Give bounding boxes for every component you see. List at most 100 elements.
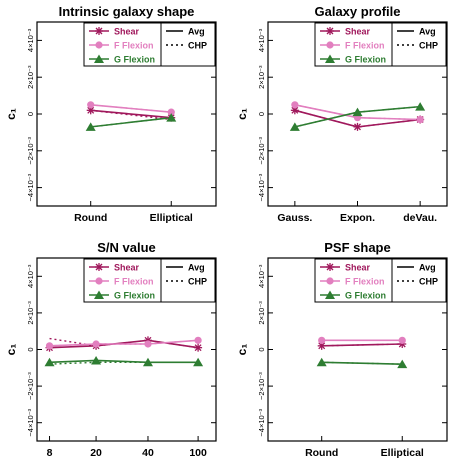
data-point-f-flexion [87, 101, 95, 109]
series-line-shear-avg [321, 343, 403, 347]
chart-title: Galaxy profile [315, 4, 401, 19]
legend: Shear F Flexion G Flexion Avg CHP [83, 22, 216, 67]
data-point-shear [353, 122, 362, 131]
x-tick-label: Gauss. [277, 212, 312, 224]
data-point-g-flexion [166, 113, 177, 122]
legend-style-label: Avg [419, 263, 436, 273]
legend-label: F Flexion [345, 41, 385, 51]
legend-label: F Flexion [114, 277, 154, 287]
y-tick-label: 2×10⁻³ [257, 65, 266, 89]
chart-panel: Intrinsic galaxy shape 4×10⁻³ 2×10⁻³ 0 −2×10… [4, 4, 217, 224]
data-point-f-flexion [291, 101, 299, 109]
data-point-g-flexion [85, 122, 96, 131]
y-tick-label: −2×10⁻³ [26, 372, 35, 400]
legend-marker-f-flexion [326, 41, 334, 49]
data-point-shear [194, 343, 203, 352]
x-tick-label: Round [305, 447, 338, 458]
series-line-g-flexion-avg [49, 359, 199, 364]
chart-title: Intrinsic galaxy shape [59, 4, 195, 19]
series-line-shear-avg [49, 339, 199, 349]
legend: Shear F Flexion G Flexion Avg CHP [83, 258, 216, 303]
data-point-g-flexion [352, 107, 363, 117]
y-tick-label: −2×10⁻³ [26, 136, 35, 164]
series-line-f-flexion-avg [90, 104, 172, 113]
data-point-g-flexion [415, 102, 426, 111]
y-axis-label: c₁ [235, 108, 249, 120]
legend-style-label: Avg [419, 27, 436, 37]
legend-label: Shear [345, 263, 371, 273]
y-tick-label: 0 [257, 112, 266, 116]
series-line-shear-chp [90, 109, 172, 121]
data-point-shear [290, 106, 299, 115]
y-tick-label: 4×10⁻³ [257, 264, 266, 288]
chart-panel: S/N value 4×10⁻³ 2×10⁻³ 0 −2×10⁻³ −4×10⁻³ c₁ 8 2… [4, 240, 217, 458]
x-tick-label: Expon. [340, 212, 375, 224]
legend-marker-f-flexion [326, 277, 334, 285]
legend-marker-shear [95, 27, 103, 35]
y-axis-label: c₁ [235, 344, 249, 356]
y-axis-label: c₁ [4, 344, 18, 356]
legend-label: Shear [345, 27, 371, 37]
legend-label: G Flexion [345, 55, 386, 65]
data-point-f-flexion [318, 336, 326, 344]
legend-label: Shear [114, 263, 140, 273]
legend-label: G Flexion [114, 55, 155, 65]
legend-style-label: CHP [188, 41, 207, 51]
y-tick-label: 0 [26, 347, 35, 351]
x-tick-label: 20 [90, 447, 102, 458]
x-tick-label: Elliptical [381, 447, 424, 458]
data-point-f-flexion [45, 342, 54, 350]
y-tick-label: 2×10⁻³ [26, 65, 35, 89]
data-point-g-flexion [193, 357, 204, 367]
y-tick-label: −4×10⁻³ [257, 173, 266, 201]
data-point-g-flexion [142, 357, 153, 367]
x-tick-label: 8 [47, 447, 53, 458]
chart-panel: PSF shape 4×10⁻³ 2×10⁻³ 0 −2×10⁻³ −4×10⁻³ c₁ Ro… [235, 240, 448, 458]
data-point-f-flexion [398, 336, 406, 344]
y-tick-label: −4×10⁻³ [26, 408, 35, 436]
legend-marker-g-flexion [325, 290, 335, 299]
legend-marker-f-flexion [95, 277, 103, 285]
series-line-shear-avg [90, 109, 172, 119]
data-point-f-flexion [194, 336, 202, 344]
y-tick-label: −2×10⁻³ [257, 136, 266, 164]
y-axis-label: c₁ [4, 108, 18, 120]
legend-marker-g-flexion [325, 54, 335, 63]
x-tick-label: Round [74, 212, 107, 224]
legend-style-label: Avg [188, 27, 205, 37]
legend: Shear F Flexion G Flexion Avg CHP [314, 258, 447, 303]
data-point-g-flexion [316, 357, 327, 367]
legend-marker-shear [326, 27, 334, 35]
y-tick-label: 2×10⁻³ [257, 301, 266, 325]
legend-style-label: CHP [419, 41, 438, 51]
data-point-g-flexion [44, 357, 55, 367]
y-tick-label: 2×10⁻³ [26, 301, 35, 325]
data-point-g-flexion [289, 122, 300, 131]
data-point-f-flexion [144, 340, 152, 348]
series-line-g-flexion-avg [321, 361, 403, 365]
data-point-f-flexion [167, 108, 175, 116]
data-point-g-flexion [91, 355, 102, 365]
chart-title: S/N value [97, 240, 156, 255]
y-tick-label: 4×10⁻³ [257, 28, 266, 52]
y-tick-label: 0 [257, 347, 266, 351]
legend-marker-shear [95, 263, 103, 271]
legend-label: F Flexion [114, 41, 154, 51]
series-line-g-flexion-avg [90, 116, 172, 128]
legend-style-label: CHP [188, 277, 207, 287]
legend-label: G Flexion [114, 291, 155, 301]
legend: Shear F Flexion G Flexion Avg CHP [314, 22, 447, 67]
legend-label: Shear [114, 27, 140, 37]
x-tick-label: deVau. [403, 212, 437, 224]
series-line-f-flexion-avg [49, 339, 199, 347]
x-tick-label: 40 [142, 447, 154, 458]
y-tick-label: 0 [26, 112, 35, 116]
legend-marker-g-flexion [94, 290, 104, 299]
legend-style-label: CHP [419, 277, 438, 287]
legend-style-label: Avg [188, 263, 205, 273]
x-tick-label: 100 [189, 447, 207, 458]
legend-label: F Flexion [345, 277, 385, 287]
legend-label: G Flexion [345, 291, 386, 301]
data-point-f-flexion [416, 115, 424, 124]
